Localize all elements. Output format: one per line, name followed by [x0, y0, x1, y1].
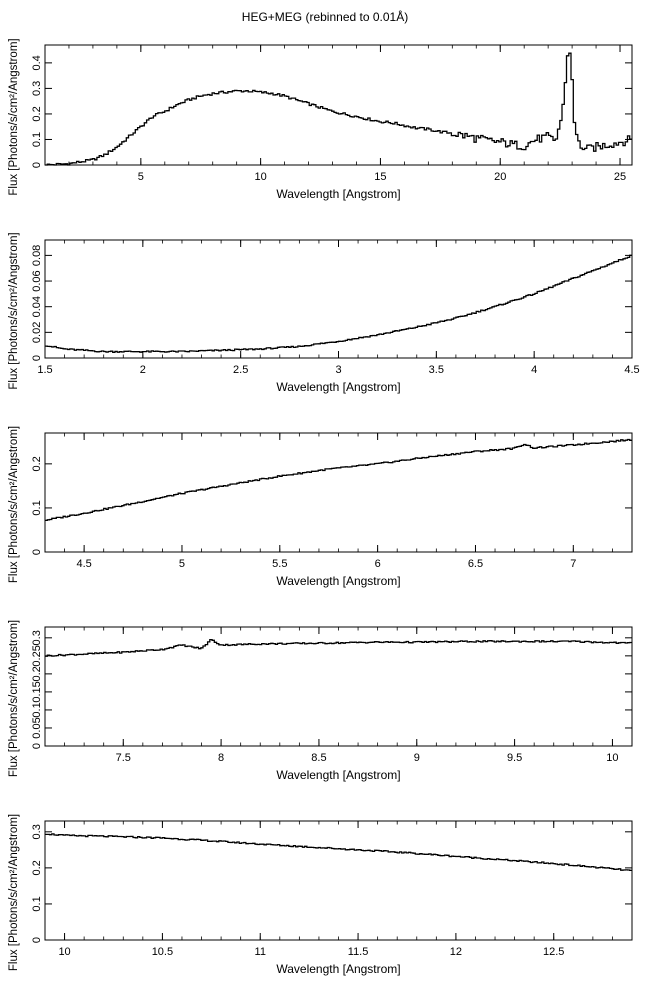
x-axis-label: Wavelength [Angstrom] [276, 380, 400, 394]
y-tick-label: 0.2 [31, 456, 43, 471]
y-axis-label: Flux [Photons/s/cm²/Angstrom] [8, 814, 20, 971]
y-tick-label: 0.3 [31, 630, 43, 645]
y-tick-label: 0.05 [31, 717, 43, 738]
y-tick-label: 0.15 [31, 681, 43, 702]
y-tick-label: 0.2 [31, 106, 43, 121]
x-tick-label: 5 [179, 558, 185, 570]
x-tick-label: 8 [218, 752, 224, 764]
x-tick-label: 25 [614, 171, 626, 183]
y-tick-label: 0.1 [31, 896, 43, 911]
y-tick-label: 0.04 [31, 296, 43, 317]
x-tick-label: 3.5 [429, 364, 444, 376]
y-tick-label: 0.4 [31, 55, 43, 70]
x-tick-label: 10 [255, 171, 267, 183]
y-tick-label: 0.1 [31, 702, 43, 717]
x-tick-label: 5.5 [272, 558, 287, 570]
y-tick-label: 0.08 [31, 245, 43, 266]
y-tick-label: 0.06 [31, 270, 43, 291]
x-tick-label: 5 [138, 171, 144, 183]
spectrum-line [45, 52, 632, 166]
y-tick-label: 0 [31, 937, 43, 943]
x-axis-label: Wavelength [Angstrom] [276, 574, 400, 588]
x-axis-label: Wavelength [Angstrom] [276, 187, 400, 201]
spectrum-line [45, 438, 632, 522]
plot-frame [44, 432, 633, 553]
spectrum-line [45, 254, 632, 353]
y-tick-label: 0 [31, 355, 43, 361]
y-tick-label: 0.2 [31, 666, 43, 681]
x-tick-label: 2.5 [233, 364, 248, 376]
y-axis-label: Flux [Photons/s/cm²/Angstrom] [8, 426, 20, 583]
y-axis-label: Flux [Photons/s/cm²/Angstrom] [8, 232, 20, 389]
panel-4: 7.5 8 8.5 9 9.5 10 0 0.050.10.150.20.250.3 Wavel… [8, 620, 633, 782]
x-tick-label: 11.5 [348, 946, 369, 958]
plot-frame [44, 820, 633, 941]
x-tick-label: 10 [58, 946, 70, 958]
x-tick-label: 4.5 [76, 558, 91, 570]
spectrum-line [45, 833, 632, 872]
y-tick-label: 0 [31, 549, 43, 555]
x-tick-label: 6.5 [468, 558, 483, 570]
panel-5: 10 10.5 11 11.5 12 12.5 0 0.1 0.2 0.3 Wavelength [… [8, 814, 633, 976]
panel-1: 5 10 15 20 25 0 0.1 0.2 0.3 0.4 Wavelength [Angstr… [8, 38, 633, 201]
y-tick-label: 0.3 [31, 824, 43, 839]
x-tick-label: 12.5 [543, 946, 564, 958]
x-axis-label: Wavelength [Angstrom] [276, 768, 400, 782]
x-tick-label: 9 [414, 752, 420, 764]
y-tick-label: 0.25 [31, 645, 43, 666]
x-tick-label: 10.5 [152, 946, 173, 958]
x-tick-label: 1.5 [37, 364, 52, 376]
x-tick-label: 10 [606, 752, 618, 764]
x-tick-label: 7.5 [116, 752, 131, 764]
figure-title: HEG+MEG (rebinned to 0.01Å) [241, 10, 409, 24]
x-tick-label: 15 [374, 171, 386, 183]
plot-frame [44, 239, 633, 359]
x-tick-label: 12 [450, 946, 462, 958]
x-tick-label: 4 [531, 364, 537, 376]
y-axis-label: Flux [Photons/s/cm²/Angstrom] [8, 620, 20, 777]
y-tick-label: 0.02 [31, 322, 43, 343]
y-tick-label: 0 [31, 743, 43, 749]
y-tick-label: 0.2 [31, 860, 43, 875]
x-tick-label: 11 [255, 946, 266, 958]
x-tick-label: 2 [140, 364, 146, 376]
y-tick-label: 0 [31, 162, 43, 168]
x-axis-label: Wavelength [Angstrom] [276, 962, 400, 976]
x-tick-label: 3 [335, 364, 341, 376]
x-tick-label: 4.5 [624, 364, 639, 376]
y-tick-label: 0.3 [31, 81, 43, 96]
x-tick-label: 7 [570, 558, 576, 570]
plot-frame [44, 44, 633, 166]
y-axis-label: Flux [Photons/s/cm²/Angstrom] [8, 38, 20, 195]
x-tick-label: 9.5 [507, 752, 522, 764]
x-tick-label: 8.5 [311, 752, 326, 764]
y-tick-label: 0.1 [31, 132, 43, 147]
x-tick-label: 20 [494, 171, 506, 183]
panel-2: 1.5 2 2.5 3 3.5 4 4.5 0 0.02 0.04 0.06 0.08 Waveleng… [8, 232, 640, 394]
plot-frame [44, 626, 633, 747]
x-tick-label: 6 [375, 558, 381, 570]
y-tick-label: 0.1 [31, 500, 43, 515]
panel-3: 4.5 5 5.5 6 6.5 7 0 0.1 0.2 Wavelength [Angstrom]… [8, 426, 633, 588]
spectrum-line [45, 638, 632, 657]
